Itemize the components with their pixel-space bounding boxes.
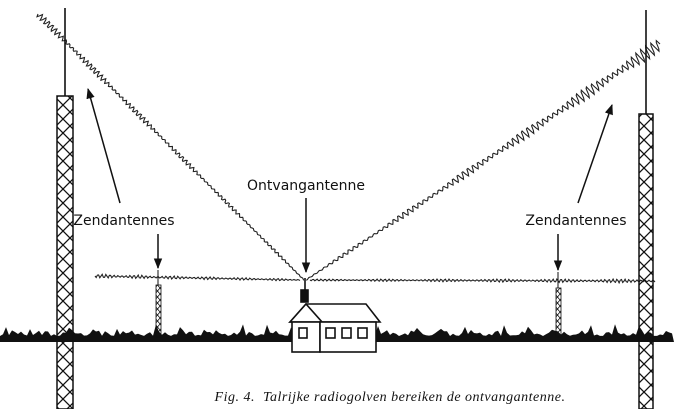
small-tower-left [155, 270, 162, 338]
wave [305, 39, 661, 281]
wave [36, 13, 305, 281]
house [288, 278, 382, 353]
wave [94, 273, 301, 282]
ground [0, 324, 674, 342]
receiver-label: Ontvangantenne [247, 178, 365, 194]
right-tower [638, 10, 654, 409]
arrows [86, 87, 613, 274]
caption: Fig. 4. Talrijke radiogolven bereiken de… [214, 390, 566, 405]
radio-waves [36, 13, 661, 285]
wave [309, 277, 656, 285]
transmitter-label: Zendantennes [73, 213, 174, 229]
transmitter-label: Zendantennes [525, 213, 626, 229]
small-tower-right [555, 272, 562, 338]
left-tower [56, 8, 74, 409]
